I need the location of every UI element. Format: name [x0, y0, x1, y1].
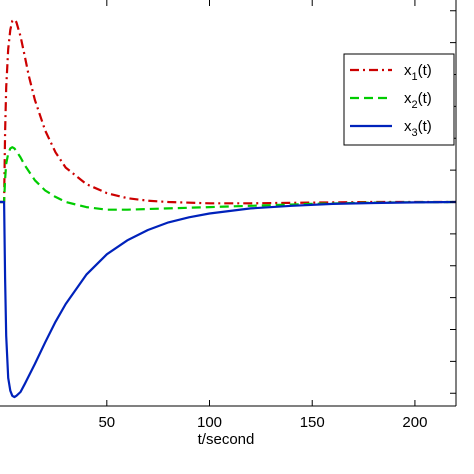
legend-label-2: x2(t): [404, 90, 432, 111]
legend-box: [343, 53, 455, 146]
plot-area: [0, 18, 457, 399]
x-tick-label-150: 150: [300, 414, 325, 431]
series-line-1: [0, 18, 456, 205]
x-tick-label-100: 100: [197, 414, 222, 431]
x-axis-label: t/second: [198, 431, 255, 448]
legend-label-3: x3(t): [404, 118, 432, 139]
legend: x1(t) x2(t) x3(t): [343, 53, 455, 146]
x-tick-label-200: 200: [402, 414, 427, 431]
legend-label-1: x1(t): [404, 62, 432, 83]
axes: 50 100 150 200: [0, 0, 457, 431]
series-line-2: [0, 146, 457, 211]
x-tick-label-50: 50: [98, 414, 115, 431]
series-line-3: [0, 200, 457, 399]
